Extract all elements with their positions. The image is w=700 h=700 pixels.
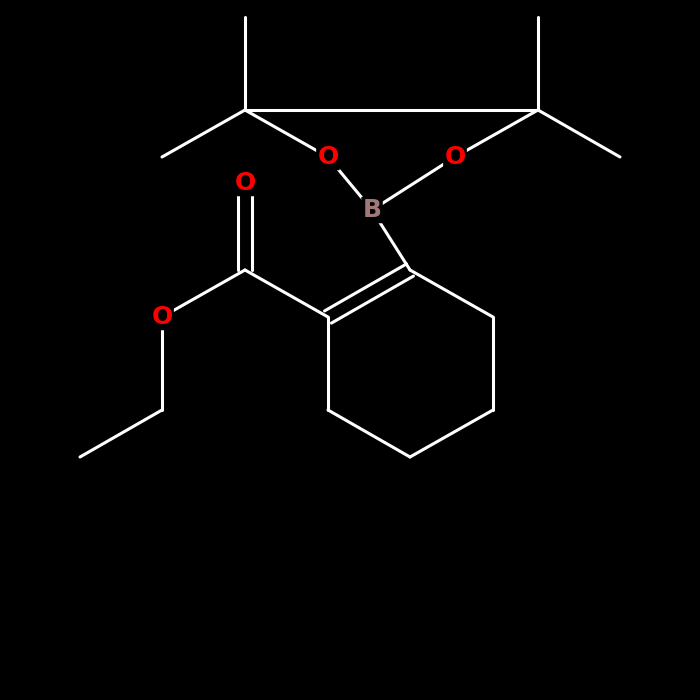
Text: O: O <box>234 171 255 195</box>
Text: O: O <box>151 305 173 329</box>
Text: O: O <box>317 145 339 169</box>
Text: O: O <box>444 145 466 169</box>
Text: B: B <box>363 198 382 222</box>
